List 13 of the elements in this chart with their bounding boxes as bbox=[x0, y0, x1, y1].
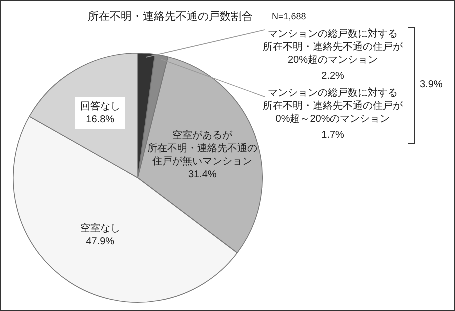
chart-title: 所在不明・連絡先不通の戸数割合 bbox=[88, 10, 253, 24]
data-label: 16.8% bbox=[86, 114, 115, 126]
slice-label: マンションの総戸数に対する所在不明・連絡先不通の住戸が0%超～20%のマンション bbox=[263, 86, 404, 125]
slice-label: 回答なし bbox=[80, 100, 120, 113]
data-label: 31.4% bbox=[188, 169, 217, 180]
chart-subtitle: N=1,688 bbox=[272, 11, 306, 22]
data-label: 47.9% bbox=[86, 236, 115, 248]
slice-label: 空室があるが所在不明・連絡先不通の住戸が無いマンション bbox=[148, 129, 258, 168]
data-label: 2.2% bbox=[322, 70, 345, 82]
slice-label: 空室なし bbox=[80, 222, 120, 235]
legend-label: マンションの総戸数に対する所在不明・連絡先不通の住戸が20%超のマンション bbox=[263, 28, 404, 66]
data-label: 1.7% bbox=[322, 130, 345, 141]
text: 3.9% bbox=[420, 79, 443, 90]
